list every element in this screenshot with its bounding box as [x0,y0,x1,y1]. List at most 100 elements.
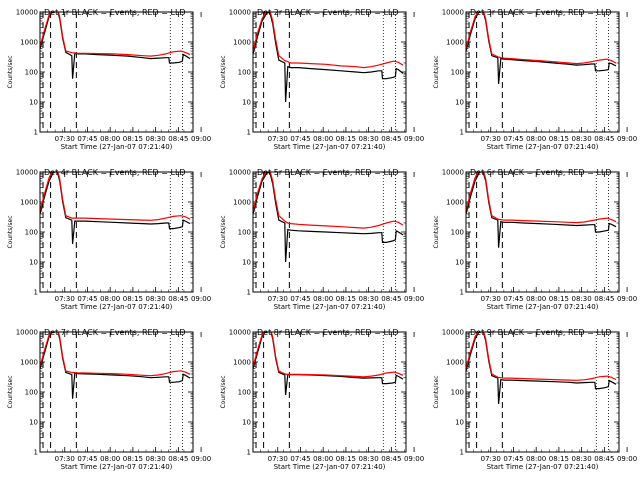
x-tick-label: 07:45 [503,455,523,463]
y-tick-label: 1000 [233,359,251,367]
plot-frame [465,11,620,133]
x-tick-label: 08:00 [100,295,120,303]
y-tick-label: 1000 [233,39,251,47]
y-tick-label: 1 [34,449,38,457]
x-tick-label: 09:00 [617,135,637,143]
x-tick-label: 08:00 [100,135,120,143]
y-tick-label: 10 [455,99,464,107]
y-tick-label: 10000 [16,329,38,337]
y-tick-label: 10 [29,419,38,427]
detector-panel: Det 4r BLACK = Events, RED = LLDCounts/s… [7,168,211,311]
y-tick-label: 100 [25,69,38,77]
x-tick-label: 07:30 [268,455,288,463]
x-tick-label: 08:45 [381,135,401,143]
y-tick-label: 10000 [16,169,38,177]
x-tick-label: 07:30 [55,455,75,463]
events-series-line [40,332,191,399]
detector-panel: Det 3r BLACK = Events, RED = LLDCounts/s… [433,8,637,151]
y-tick-label: 100 [451,389,464,397]
y-tick-label: 1000 [446,199,464,207]
x-tick-label: 07:30 [55,135,75,143]
x-axis-label: Start Time (27-Jan-07 07:21:40) [274,303,386,311]
y-tick-label: 100 [238,229,251,237]
series-group [40,12,191,79]
y-axis-label: Counts/sec [433,55,440,88]
y-tick-label: 100 [238,69,251,77]
x-tick-label: 08:00 [526,135,546,143]
x-tick-label: 07:30 [481,135,501,143]
lld-series-line [466,332,617,381]
series-group [40,172,191,244]
x-tick-label: 08:15 [336,455,356,463]
series-group [253,332,404,395]
y-tick-label: 1000 [446,39,464,47]
x-tick-label: 08:00 [526,455,546,463]
lld-series-line [466,172,617,224]
y-tick-label: 10 [455,419,464,427]
y-tick-label: 10000 [442,9,464,17]
x-tick-label: 08:45 [594,135,614,143]
series-group [253,12,404,103]
x-tick-label: 07:30 [55,295,75,303]
x-tick-label: 08:00 [313,295,333,303]
y-tick-label: 10000 [442,169,464,177]
x-tick-label: 08:30 [146,295,166,303]
series-group [466,172,617,248]
x-axis-label: Start Time (27-Jan-07 07:21:40) [487,143,599,151]
y-tick-label: 100 [451,229,464,237]
y-axis-label: Counts/sec [7,55,14,88]
plot-frame [252,11,407,133]
x-tick-label: 07:45 [503,295,523,303]
detector-panel: Det 6r BLACK = Events, RED = LLDCounts/s… [433,168,637,311]
lld-series-line [40,332,191,377]
events-series-line [40,12,191,79]
events-series-line [253,332,404,395]
events-series-line [40,172,191,244]
y-tick-label: 100 [451,69,464,77]
x-tick-label: 07:30 [481,295,501,303]
x-tick-label: 08:00 [526,295,546,303]
x-tick-label: 08:45 [168,135,188,143]
x-tick-label: 08:15 [549,135,569,143]
plot-frame [39,171,194,293]
x-tick-label: 07:30 [268,135,288,143]
plot-frame [465,331,620,453]
x-tick-label: 08:30 [146,135,166,143]
x-tick-label: 08:30 [146,455,166,463]
y-tick-label: 1 [247,129,251,137]
y-tick-label: 1000 [20,39,38,47]
lld-series-line [253,332,404,378]
x-tick-label: 07:45 [77,135,97,143]
x-tick-label: 08:45 [168,455,188,463]
y-axis-label: Counts/sec [220,375,227,408]
events-series-line [466,12,617,84]
lld-series-line [253,12,404,69]
y-tick-label: 10000 [16,9,38,17]
series-group [253,172,404,263]
lld-series-line [466,12,617,65]
plot-frame [39,11,194,133]
x-tick-label: 08:15 [549,455,569,463]
y-tick-label: 1 [460,289,464,297]
x-tick-label: 08:15 [123,455,143,463]
x-tick-label: 08:45 [381,455,401,463]
x-tick-label: 08:15 [549,295,569,303]
y-axis-label: Counts/sec [220,215,227,248]
y-tick-label: 1 [247,289,251,297]
lld-series-line [40,172,191,221]
x-tick-label: 07:45 [290,135,310,143]
x-tick-label: 08:00 [100,455,120,463]
y-tick-label: 1 [247,449,251,457]
x-tick-label: 08:30 [572,135,592,143]
y-axis-label: Counts/sec [220,55,227,88]
x-tick-label: 09:00 [617,455,637,463]
detector-panel: Det 9r BLACK = Events, RED = LLDCounts/s… [433,328,637,471]
x-tick-label: 09:00 [191,135,211,143]
x-tick-label: 09:00 [404,455,424,463]
x-tick-label: 07:45 [77,295,97,303]
y-tick-label: 100 [238,389,251,397]
x-tick-label: 08:30 [359,455,379,463]
x-tick-label: 09:00 [404,295,424,303]
y-tick-label: 1 [460,129,464,137]
